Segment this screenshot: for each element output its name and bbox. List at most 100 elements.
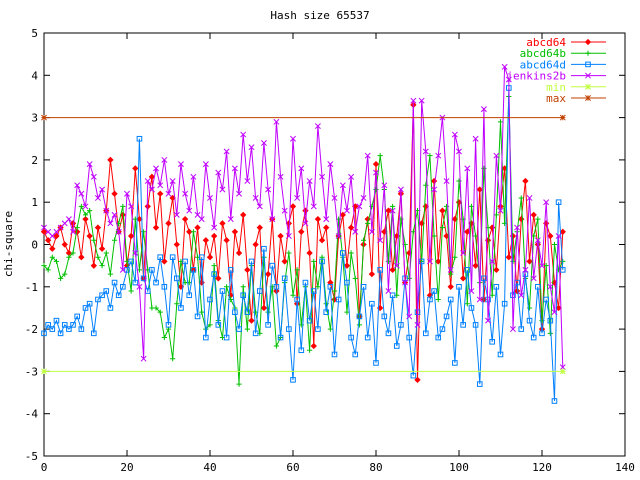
data-point-abcd64b <box>66 254 72 260</box>
data-point-jenkins2b <box>497 207 504 214</box>
data-point-abcd64 <box>314 215 322 223</box>
data-point-abcd64 <box>256 224 263 231</box>
data-point-abcd64d <box>364 334 371 341</box>
data-point-abcd64d <box>335 296 342 303</box>
data-point-jenkins2b <box>99 186 106 193</box>
data-point-jenkins2b <box>323 216 330 223</box>
data-point-abcd64b <box>211 263 217 269</box>
data-point-abcd64b <box>443 203 450 210</box>
data-point-abcd64b <box>315 284 321 290</box>
data-point-abcd64d <box>111 279 118 286</box>
data-point-abcd64 <box>49 245 56 252</box>
data-point-abcd64b <box>456 178 462 184</box>
data-point-jenkins2b <box>219 186 226 193</box>
data-point-abcd64d <box>82 305 89 311</box>
data-point-abcd64 <box>277 232 284 240</box>
data-point-jenkins2b <box>285 233 292 239</box>
data-point-jenkins2b <box>360 195 367 201</box>
data-point-jenkins2b <box>447 266 454 273</box>
y-tick-label: 0 <box>31 239 38 252</box>
data-point-jenkins2b <box>107 220 114 227</box>
data-point-jenkins2b <box>443 178 450 185</box>
data-point-jenkins2b <box>514 224 521 231</box>
data-point-jenkins2b <box>539 262 545 269</box>
data-point-jenkins2b <box>431 186 438 193</box>
data-point-abcd64b <box>244 326 250 332</box>
data-point-abcd64d <box>559 267 566 273</box>
data-point-abcd64 <box>78 254 85 261</box>
data-point-abcd64b <box>327 326 333 332</box>
chart-title: Hash size 65537 <box>270 9 369 22</box>
data-point-abcd64 <box>144 203 151 210</box>
data-point-jenkins2b <box>290 135 296 142</box>
data-point-abcd64b <box>128 288 134 294</box>
data-point-abcd64b <box>377 153 383 159</box>
y-tick-label: 1 <box>31 196 38 209</box>
data-point-abcd64d <box>352 351 359 358</box>
legend-label-max: max <box>546 92 566 105</box>
data-point-abcd64 <box>493 266 500 274</box>
series-max <box>41 114 566 121</box>
data-point-abcd64d <box>286 326 292 332</box>
data-point-abcd64b <box>91 237 97 243</box>
data-point-abcd64b <box>170 356 176 362</box>
data-point-jenkins2b <box>236 190 243 197</box>
data-point-abcd64b <box>535 216 541 222</box>
data-point-abcd64 <box>439 207 446 214</box>
data-point-abcd64 <box>518 215 525 223</box>
data-point-max <box>559 114 566 121</box>
series-line-abcd64b <box>43 96 564 385</box>
data-point-jenkins2b <box>460 250 467 256</box>
data-point-abcd64 <box>372 160 380 168</box>
data-point-abcd64 <box>136 215 143 223</box>
data-point-jenkins2b <box>493 152 500 159</box>
data-point-abcd64b <box>58 275 64 281</box>
data-point-abcd64 <box>186 228 193 235</box>
data-point-abcd64d <box>223 334 230 341</box>
data-point-abcd64 <box>343 262 351 269</box>
data-point-jenkins2b <box>78 190 85 197</box>
data-point-abcd64d <box>178 305 184 311</box>
data-point-abcd64d <box>452 360 458 366</box>
data-point-abcd64b <box>99 263 105 269</box>
data-point-abcd64d <box>57 330 64 337</box>
data-point-abcd64d <box>385 330 392 337</box>
data-point-abcd64 <box>327 279 334 286</box>
data-point-abcd64 <box>459 275 467 282</box>
data-point-abcd64 <box>181 215 189 223</box>
data-point-abcd64 <box>306 249 313 257</box>
series-line-abcd64d <box>43 87 564 402</box>
data-point-jenkins2b <box>136 283 143 290</box>
data-point-abcd64d <box>186 292 193 299</box>
data-point-jenkins2b <box>559 364 566 371</box>
data-point-abcd64d <box>431 288 437 294</box>
data-point-abcd64d <box>526 317 533 324</box>
data-point-abcd64 <box>194 224 201 231</box>
data-point-abcd64d <box>194 313 201 320</box>
x-tick-label: 40 <box>203 461 216 474</box>
data-point-abcd64 <box>90 262 97 269</box>
series-line-jenkins2b <box>43 66 564 368</box>
data-point-abcd64b <box>547 330 553 336</box>
data-point-abcd64 <box>513 287 521 295</box>
x-tick-label: 60 <box>286 461 299 474</box>
data-point-jenkins2b <box>456 148 462 155</box>
data-point-abcd64b <box>78 203 84 210</box>
data-point-jenkins2b <box>94 195 101 201</box>
data-point-jenkins2b <box>240 131 247 138</box>
data-point-abcd64d <box>277 334 284 341</box>
data-point-abcd64 <box>235 249 243 257</box>
data-point-abcd64b <box>153 305 159 311</box>
data-point-abcd64d <box>456 284 462 290</box>
data-point-abcd64d <box>551 398 558 404</box>
data-point-abcd64b <box>286 250 292 256</box>
data-point-abcd64d <box>381 313 388 320</box>
data-point-jenkins2b <box>244 178 251 185</box>
data-point-abcd64b <box>161 334 167 341</box>
data-point-abcd64b <box>360 237 367 243</box>
data-point-abcd64d <box>107 305 114 311</box>
data-point-abcd64 <box>223 237 230 244</box>
y-tick-label: -5 <box>25 450 38 463</box>
data-point-abcd64 <box>264 270 272 278</box>
data-point-abcd64b <box>290 292 296 298</box>
